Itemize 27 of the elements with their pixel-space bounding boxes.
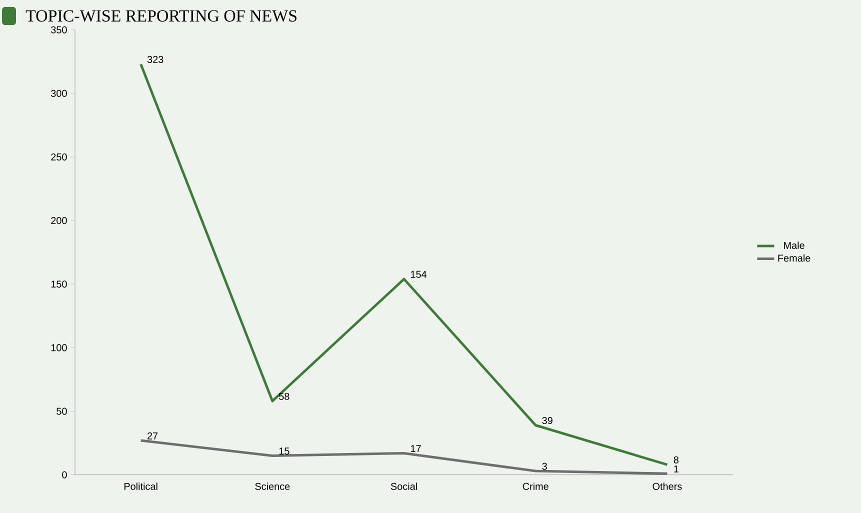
data-label: 1 (674, 466, 678, 472)
legend-label: Male (784, 242, 804, 249)
data-label: 58 (279, 392, 290, 400)
y-tick-label: 0 (62, 471, 67, 478)
data-label: 8 (674, 456, 679, 464)
y-tick-label: 150 (51, 280, 67, 288)
chart-title: TOPIC-WISE REPORTING OF NEWS (26, 10, 296, 22)
data-label: 39 (542, 417, 552, 424)
x-tick-label: Political (124, 482, 158, 490)
data-label: 3 (542, 462, 547, 470)
data-label: 15 (279, 448, 290, 455)
y-tick-label: 50 (56, 408, 67, 415)
data-label: 323 (147, 56, 164, 63)
data-label: 154 (410, 270, 427, 278)
y-tick-label: 300 (51, 90, 67, 97)
y-tick-label: 100 (51, 344, 67, 352)
y-tick-label: 200 (51, 217, 67, 224)
line-series (140, 439, 668, 475)
x-tick-label: Social (390, 482, 417, 490)
x-tick-label: Others (652, 482, 682, 490)
x-tick-label: Science (255, 482, 290, 490)
legend-label: Female (778, 254, 810, 262)
y-tick-label: 250 (51, 153, 67, 161)
data-label: 27 (148, 432, 158, 440)
y-tick-label: 350 (51, 26, 67, 34)
data-label: 17 (410, 445, 421, 452)
x-tick-label: Crime (522, 482, 548, 490)
